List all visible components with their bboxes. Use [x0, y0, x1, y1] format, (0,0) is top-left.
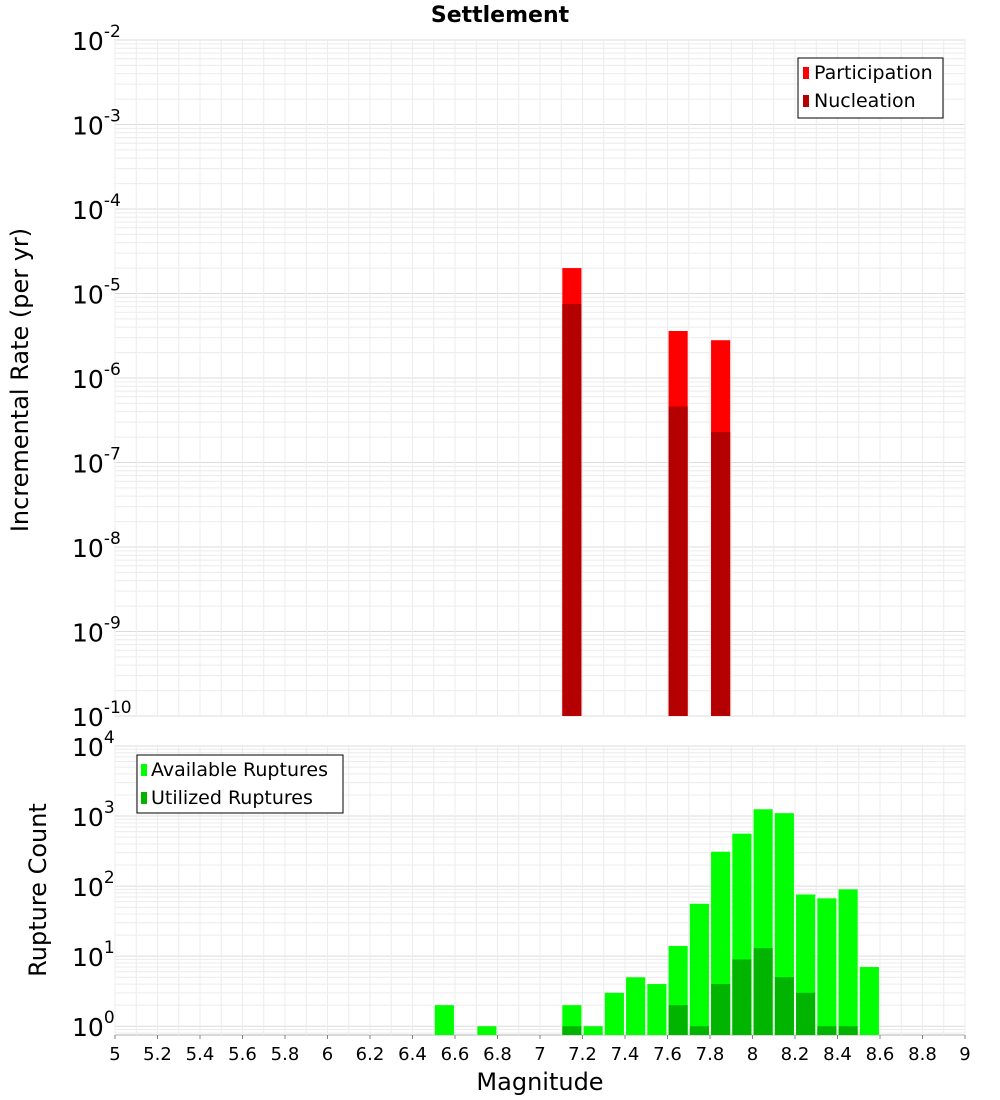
available-ruptures-bar: [817, 898, 837, 1035]
x-tick-label: 6.4: [398, 1044, 427, 1065]
utilized-ruptures-bar: [668, 1005, 688, 1035]
x-tick-label: 8.4: [823, 1044, 852, 1065]
available-ruptures-bar: [626, 977, 646, 1035]
x-tick-label: 5: [109, 1044, 120, 1065]
rate-gridlines: [114, 39, 966, 717]
x-tick-label: 7.4: [611, 1044, 640, 1065]
x-tick-label: 7.2: [568, 1044, 597, 1065]
utilized-ruptures-bar: [753, 948, 773, 1035]
rate-y-tick-label: 10-3: [72, 107, 121, 141]
rate-panel: 10-2 10-3 10-4 10-5 10-6 10-7 10-8 10-9 10-10 In…: [6, 22, 966, 732]
x-tick-label: 8: [747, 1044, 758, 1065]
chart-title: Settlement: [431, 3, 570, 28]
nucleation-bar: [562, 304, 582, 716]
x-tick-label: 7: [534, 1044, 545, 1065]
available-ruptures-legend-swatch: [141, 764, 147, 776]
rate-y-tick-label: 10-9: [72, 614, 121, 648]
nucleation-bar: [668, 406, 688, 716]
rate-y-tick-label: 10-7: [72, 445, 121, 479]
count-bars: [434, 809, 879, 1035]
available-ruptures-bar: [477, 1026, 497, 1035]
x-tick-label: 5.8: [271, 1044, 300, 1065]
utilized-ruptures-bar: [562, 1026, 582, 1035]
count-y-tick-label: 104: [72, 728, 115, 762]
rate-y-tick-labels: 10-2 10-3 10-4 10-5 10-6 10-7 10-8 10-9 10-10: [72, 22, 132, 732]
x-tick-label: 6: [322, 1044, 333, 1065]
count-panel: 104 103 102 101 100 5 5.2 5.4 5.6 5.8 6 6.2 6.4 6.6 6…: [24, 728, 971, 1096]
available-ruptures-bar: [689, 903, 709, 1035]
x-tick-label: 5.2: [143, 1044, 172, 1065]
available-ruptures-bar: [838, 889, 858, 1035]
count-y-tick-label: 102: [72, 868, 115, 902]
x-tick-label: 6.8: [483, 1044, 512, 1065]
utilized-ruptures-legend-label: Utilized Ruptures: [151, 787, 313, 809]
utilized-ruptures-legend-swatch: [141, 792, 147, 804]
x-tick-label: 7.6: [653, 1044, 682, 1065]
rate-bars: [562, 268, 731, 716]
x-tick-label: 8.2: [781, 1044, 810, 1065]
nucleation-legend-label: Nucleation: [814, 90, 916, 112]
nucleation-bar: [711, 431, 731, 716]
rate-y-axis-label: Incremental Rate (per yr): [6, 228, 34, 532]
utilized-ruptures-bar: [838, 1026, 858, 1035]
x-tick-label: 7.8: [696, 1044, 725, 1065]
available-ruptures-bar: [434, 1005, 454, 1035]
count-legend: Available Ruptures Utilized Ruptures: [136, 754, 344, 814]
available-ruptures-bar: [604, 992, 624, 1035]
nucleation-legend-swatch: [803, 95, 809, 107]
x-tick-labels: 5 5.2 5.4 5.6 5.8 6 6.2 6.4 6.6 6.8 7 7.2 7.4 7.6 7.8 8…: [109, 1035, 971, 1065]
count-y-tick-label: 101: [72, 938, 115, 972]
participation-legend-label: Participation: [814, 62, 933, 84]
rate-y-tick-label: 10-2: [72, 22, 121, 56]
x-tick-label: 5.6: [228, 1044, 257, 1065]
utilized-ruptures-bar: [817, 1026, 837, 1035]
rate-legend: Participation Nucleation: [797, 57, 944, 119]
rate-y-tick-label: 10-4: [72, 191, 121, 225]
rate-y-tick-label: 10-6: [72, 360, 121, 394]
x-tick-label: 8.6: [866, 1044, 895, 1065]
participation-legend-swatch: [803, 67, 809, 79]
utilized-ruptures-bar: [711, 984, 731, 1035]
x-tick-label: 8.8: [908, 1044, 937, 1065]
utilized-ruptures-bar: [732, 959, 752, 1035]
count-y-axis-label: Rupture Count: [24, 803, 52, 977]
x-tick-label: 9: [959, 1044, 970, 1065]
x-tick-label: 6.2: [356, 1044, 385, 1065]
x-tick-label: 5.4: [186, 1044, 215, 1065]
utilized-ruptures-bar: [796, 992, 816, 1035]
available-ruptures-legend-label: Available Ruptures: [151, 759, 328, 781]
rate-y-tick-label: 10-5: [72, 276, 121, 310]
utilized-ruptures-bar: [774, 977, 794, 1035]
x-tick-label: 6.6: [441, 1044, 470, 1065]
count-y-tick-label: 100: [72, 1008, 115, 1042]
available-ruptures-bar: [647, 984, 667, 1035]
rate-y-tick-label: 10-10: [72, 698, 132, 732]
available-ruptures-bar: [583, 1026, 603, 1035]
rate-legend-box: [797, 57, 944, 119]
utilized-ruptures-bar: [689, 1026, 709, 1035]
available-ruptures-bar: [859, 967, 879, 1035]
rate-y-tick-label: 10-8: [72, 529, 121, 563]
count-y-tick-labels: 104 103 102 101 100: [72, 728, 115, 1042]
count-legend-box: [136, 754, 344, 814]
x-axis-label: Magnitude: [476, 1068, 603, 1096]
count-y-tick-label: 103: [72, 798, 115, 832]
